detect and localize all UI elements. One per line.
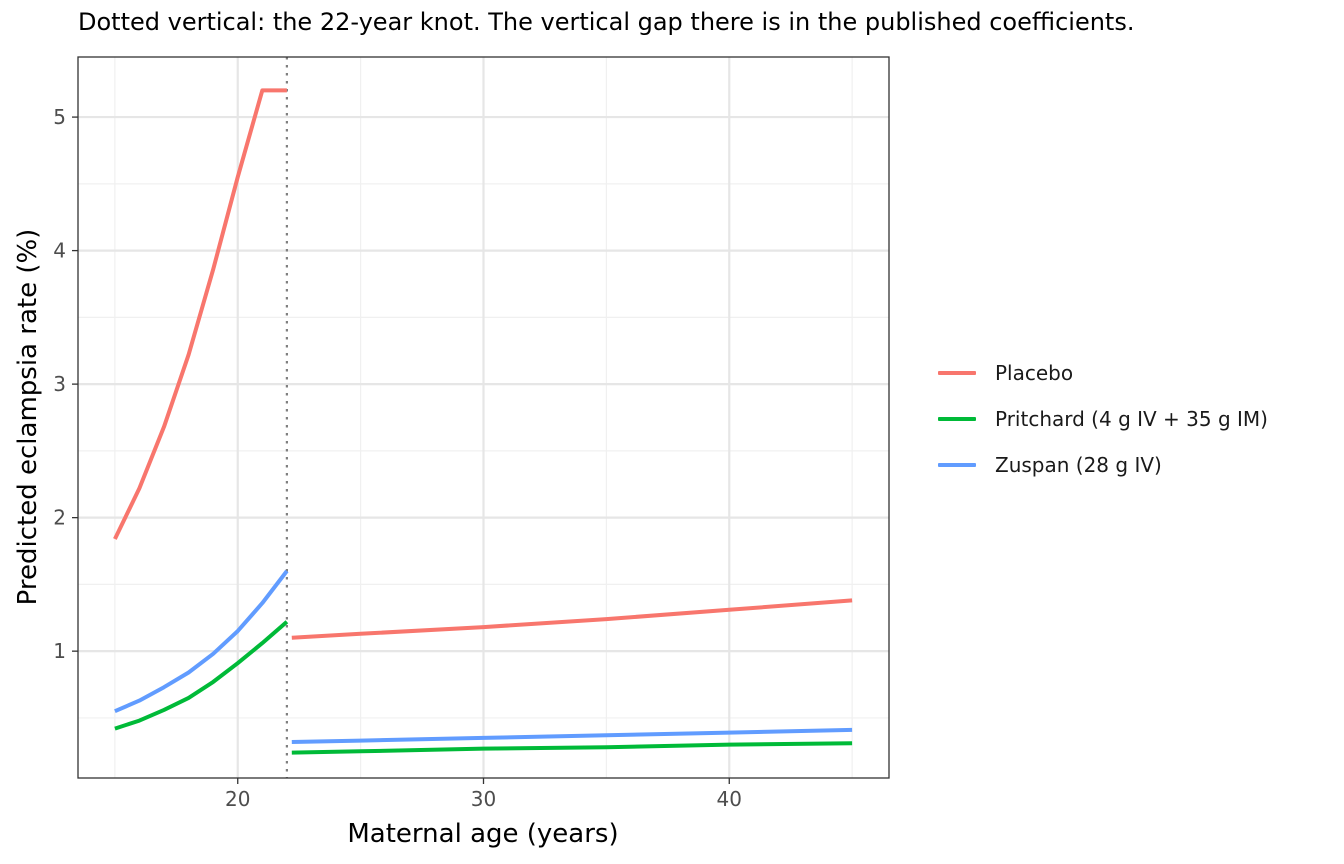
- legend-key-pritchard: [938, 417, 976, 421]
- y-axis: 1 2 3 4 5: [53, 105, 78, 663]
- y-tick-label: 1: [53, 639, 66, 663]
- chart-title: Dotted vertical: the 22-year knot. The v…: [78, 8, 1135, 36]
- y-tick-label: 2: [53, 506, 66, 530]
- y-tick-label: 4: [53, 239, 66, 263]
- x-axis: 20 30 40: [225, 778, 742, 811]
- series-line-placebo-below-knot: [113, 88, 287, 540]
- y-axis-title: Predicted eclampsia rate (%): [13, 229, 43, 606]
- x-tick-label: 20: [225, 787, 250, 811]
- legend-item-pritchard: Pritchard (4 g IV + 35 g IM): [938, 396, 1338, 442]
- series-layer: [113, 88, 853, 755]
- legend-label-pritchard: Pritchard (4 g IV + 35 g IM): [995, 407, 1268, 431]
- x-tick-label: 40: [717, 787, 742, 811]
- legend-key-zuspan: [938, 463, 976, 467]
- y-tick-label: 5: [53, 105, 66, 129]
- x-axis-title: Maternal age (years): [347, 819, 618, 849]
- series-line-pritchard-below-knot: [114, 620, 289, 731]
- legend-label-placebo: Placebo: [995, 361, 1074, 385]
- legend-key-placebo: [938, 371, 976, 375]
- legend-label-zuspan: Zuspan (28 g IV): [995, 453, 1162, 477]
- series-line-zuspan-above-knot: [291, 727, 853, 744]
- legend-item-placebo: Placebo: [938, 350, 1338, 396]
- legend: Placebo Pritchard (4 g IV + 35 g IM) Zus…: [938, 350, 1338, 488]
- y-tick-label: 3: [53, 372, 66, 396]
- legend-item-zuspan: Zuspan (28 g IV): [938, 442, 1338, 488]
- series-line-zuspan-below-knot: [114, 569, 289, 714]
- series-line-pritchard-above-knot: [291, 741, 853, 755]
- series-line-placebo-above-knot: [291, 598, 853, 640]
- x-tick-label: 30: [471, 787, 496, 811]
